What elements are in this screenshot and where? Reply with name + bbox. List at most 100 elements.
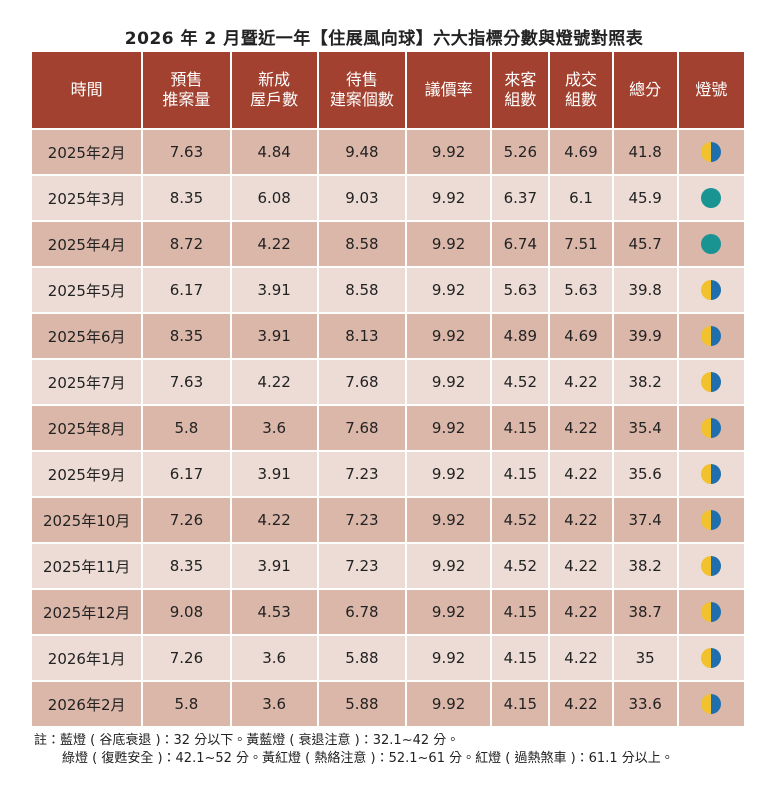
header-cell: 來客 組數 xyxy=(492,52,549,128)
value-cell: 7.23 xyxy=(318,498,406,542)
value-cell: 38.2 xyxy=(613,544,677,588)
value-cell: 6.74 xyxy=(492,222,549,266)
value-cell: 5.26 xyxy=(492,130,549,174)
light-right-half xyxy=(711,280,722,300)
light-full xyxy=(701,234,722,254)
light-full xyxy=(701,188,722,208)
light-left-half xyxy=(701,372,712,392)
value-cell: 5.63 xyxy=(550,268,612,312)
header-line: 成交 xyxy=(564,70,597,89)
value-cell: 7.68 xyxy=(318,406,406,450)
value-cell: 38.7 xyxy=(613,590,677,634)
value-cell: 7.26 xyxy=(143,636,230,680)
month-cell: 2025年5月 xyxy=(32,268,142,312)
value-cell: 6.1 xyxy=(550,176,612,220)
value-cell: 33.6 xyxy=(613,682,677,726)
footnote: 註：藍燈 ( 谷底衰退 )：32 分以下。黃藍燈 ( 衰退注意 )：32.1~4… xyxy=(34,732,674,768)
value-cell: 4.15 xyxy=(492,636,549,680)
month-cell: 2025年12月 xyxy=(32,590,142,634)
light-left-half xyxy=(701,510,712,530)
light-cell xyxy=(678,268,744,312)
value-cell: 4.22 xyxy=(550,636,612,680)
month-cell: 2026年1月 xyxy=(32,636,142,680)
value-cell: 4.15 xyxy=(492,682,549,726)
header-line: 組數 xyxy=(564,90,597,109)
value-cell: 8.58 xyxy=(318,268,406,312)
value-cell: 5.8 xyxy=(143,682,230,726)
header-line: 組數 xyxy=(504,90,537,109)
header-cell: 時間 xyxy=(32,52,142,128)
light-right-half xyxy=(711,418,722,438)
header-cell: 預售 推案量 xyxy=(143,52,230,128)
value-cell: 7.63 xyxy=(143,360,230,404)
value-cell: 4.52 xyxy=(492,498,549,542)
value-cell: 4.15 xyxy=(492,406,549,450)
light-right-half xyxy=(711,326,722,346)
light-left-half xyxy=(701,142,712,162)
value-cell: 3.91 xyxy=(231,314,317,358)
value-cell: 9.92 xyxy=(407,544,491,588)
value-cell: 4.15 xyxy=(492,590,549,634)
table-row: 2025年9月 6.17 3.91 7.23 9.92 4.15 4.22 35.6 xyxy=(32,452,744,496)
value-cell: 6.37 xyxy=(492,176,549,220)
value-cell: 9.92 xyxy=(407,130,491,174)
light-right-half xyxy=(711,602,722,622)
month-cell: 2025年6月 xyxy=(32,314,142,358)
light-left-half xyxy=(701,418,712,438)
value-cell: 7.51 xyxy=(550,222,612,266)
table-row: 2025年7月 7.63 4.22 7.68 9.92 4.52 4.22 38.2 xyxy=(32,360,744,404)
value-cell: 4.52 xyxy=(492,360,549,404)
value-cell: 9.92 xyxy=(407,314,491,358)
value-cell: 8.35 xyxy=(143,314,230,358)
light-icon xyxy=(701,326,722,346)
light-left-half xyxy=(701,280,712,300)
header-line: 來客 xyxy=(504,70,537,89)
value-cell: 39.9 xyxy=(613,314,677,358)
value-cell: 45.9 xyxy=(613,176,677,220)
month-cell: 2025年9月 xyxy=(32,452,142,496)
value-cell: 4.53 xyxy=(231,590,317,634)
table-body: 2025年2月 7.63 4.84 9.48 9.92 5.26 4.69 41.8 2025年… xyxy=(32,130,744,726)
header-row: 時間 預售 推案量 新成 屋戶數 待售 建案個數 議價率 來客 組數 成交 組數 總分 燈號 xyxy=(32,52,744,128)
light-cell xyxy=(678,544,744,588)
light-cell xyxy=(678,452,744,496)
value-cell: 9.92 xyxy=(407,498,491,542)
value-cell: 9.03 xyxy=(318,176,406,220)
note-line: 綠燈 ( 復甦安全 )：42.1~52 分。黃紅燈 ( 熱絡注意 )：52.1~… xyxy=(62,751,674,766)
value-cell: 7.63 xyxy=(143,130,230,174)
header-line: 推案量 xyxy=(162,90,211,109)
header-cell: 燈號 xyxy=(678,52,744,128)
value-cell: 8.13 xyxy=(318,314,406,358)
value-cell: 45.7 xyxy=(613,222,677,266)
light-icon xyxy=(701,464,722,484)
light-right-half xyxy=(711,694,722,714)
table-row: 2025年10月 7.26 4.22 7.23 9.92 4.52 4.22 37.4 xyxy=(32,498,744,542)
header-line: 屋戶數 xyxy=(250,90,299,109)
header-cell: 新成 屋戶數 xyxy=(231,52,317,128)
value-cell: 4.22 xyxy=(550,452,612,496)
value-cell: 4.22 xyxy=(550,682,612,726)
light-right-half xyxy=(711,510,722,530)
value-cell: 6.08 xyxy=(231,176,317,220)
light-cell xyxy=(678,176,744,220)
value-cell: 6.17 xyxy=(143,452,230,496)
light-cell xyxy=(678,406,744,450)
month-cell: 2026年2月 xyxy=(32,682,142,726)
light-left-half xyxy=(701,694,712,714)
value-cell: 3.91 xyxy=(231,268,317,312)
value-cell: 4.22 xyxy=(231,498,317,542)
value-cell: 3.6 xyxy=(231,682,317,726)
value-cell: 4.69 xyxy=(550,314,612,358)
header-line: 預售 xyxy=(170,70,203,89)
light-icon xyxy=(701,142,722,162)
value-cell: 3.6 xyxy=(231,636,317,680)
light-right-half xyxy=(711,372,722,392)
value-cell: 8.72 xyxy=(143,222,230,266)
value-cell: 7.26 xyxy=(143,498,230,542)
value-cell: 37.4 xyxy=(613,498,677,542)
table-row: 2025年3月 8.35 6.08 9.03 9.92 6.37 6.1 45.9 xyxy=(32,176,744,220)
value-cell: 4.52 xyxy=(492,544,549,588)
value-cell: 3.6 xyxy=(231,406,317,450)
value-cell: 4.22 xyxy=(550,498,612,542)
